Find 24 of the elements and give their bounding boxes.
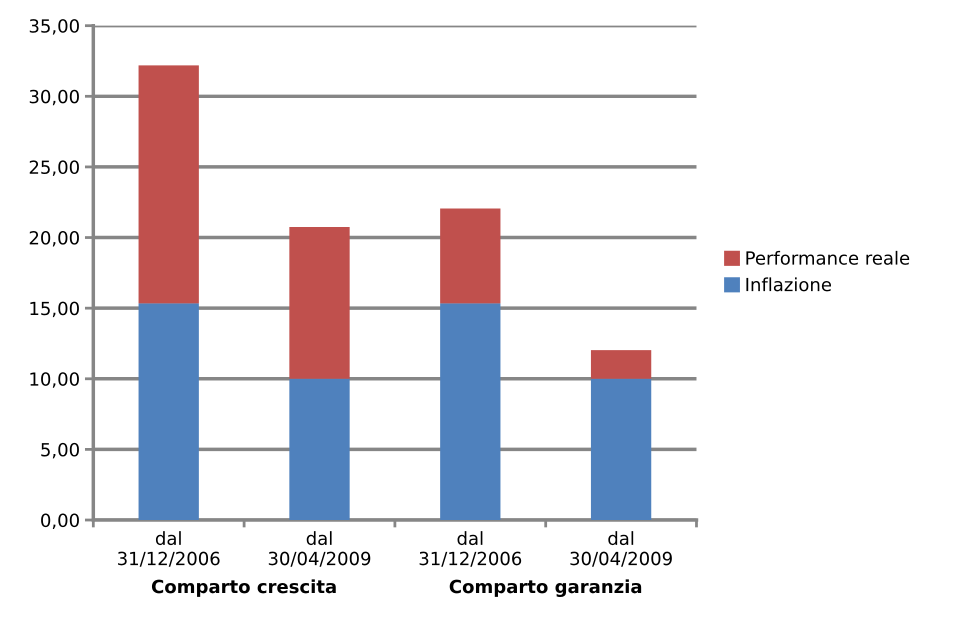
y-tick-label: 25,00 xyxy=(30,160,79,176)
bar xyxy=(138,303,199,520)
bar xyxy=(590,350,652,379)
legend-label: Inflazione xyxy=(746,277,831,292)
bar xyxy=(590,378,652,520)
x-tick-label: dal 31/12/2006 xyxy=(118,531,220,567)
y-tick-label: 30,00 xyxy=(30,90,79,106)
text: Comparto crescita xyxy=(152,579,336,597)
y-tick-label: 10,00 xyxy=(30,372,79,388)
x-tick-label: dal 31/12/2006 xyxy=(420,531,522,567)
y-tick-label: 0,00 xyxy=(41,513,79,529)
text: Comparto garanzia xyxy=(450,579,642,597)
y-tick-label: 5,00 xyxy=(41,442,79,458)
y-tick-label: 35,00 xyxy=(30,19,79,35)
bar xyxy=(138,65,199,304)
bar xyxy=(440,303,500,520)
y-tick-label: 20,00 xyxy=(30,231,79,246)
x-tick-label: dal 30/04/2009 xyxy=(268,531,370,567)
x-tick-label: dal 30/04/2009 xyxy=(570,531,672,567)
bar xyxy=(289,378,350,520)
bar xyxy=(440,208,500,304)
legend-label: Performance reale xyxy=(746,250,910,265)
bar xyxy=(289,226,350,379)
y-tick-label: 15,00 xyxy=(30,302,79,318)
